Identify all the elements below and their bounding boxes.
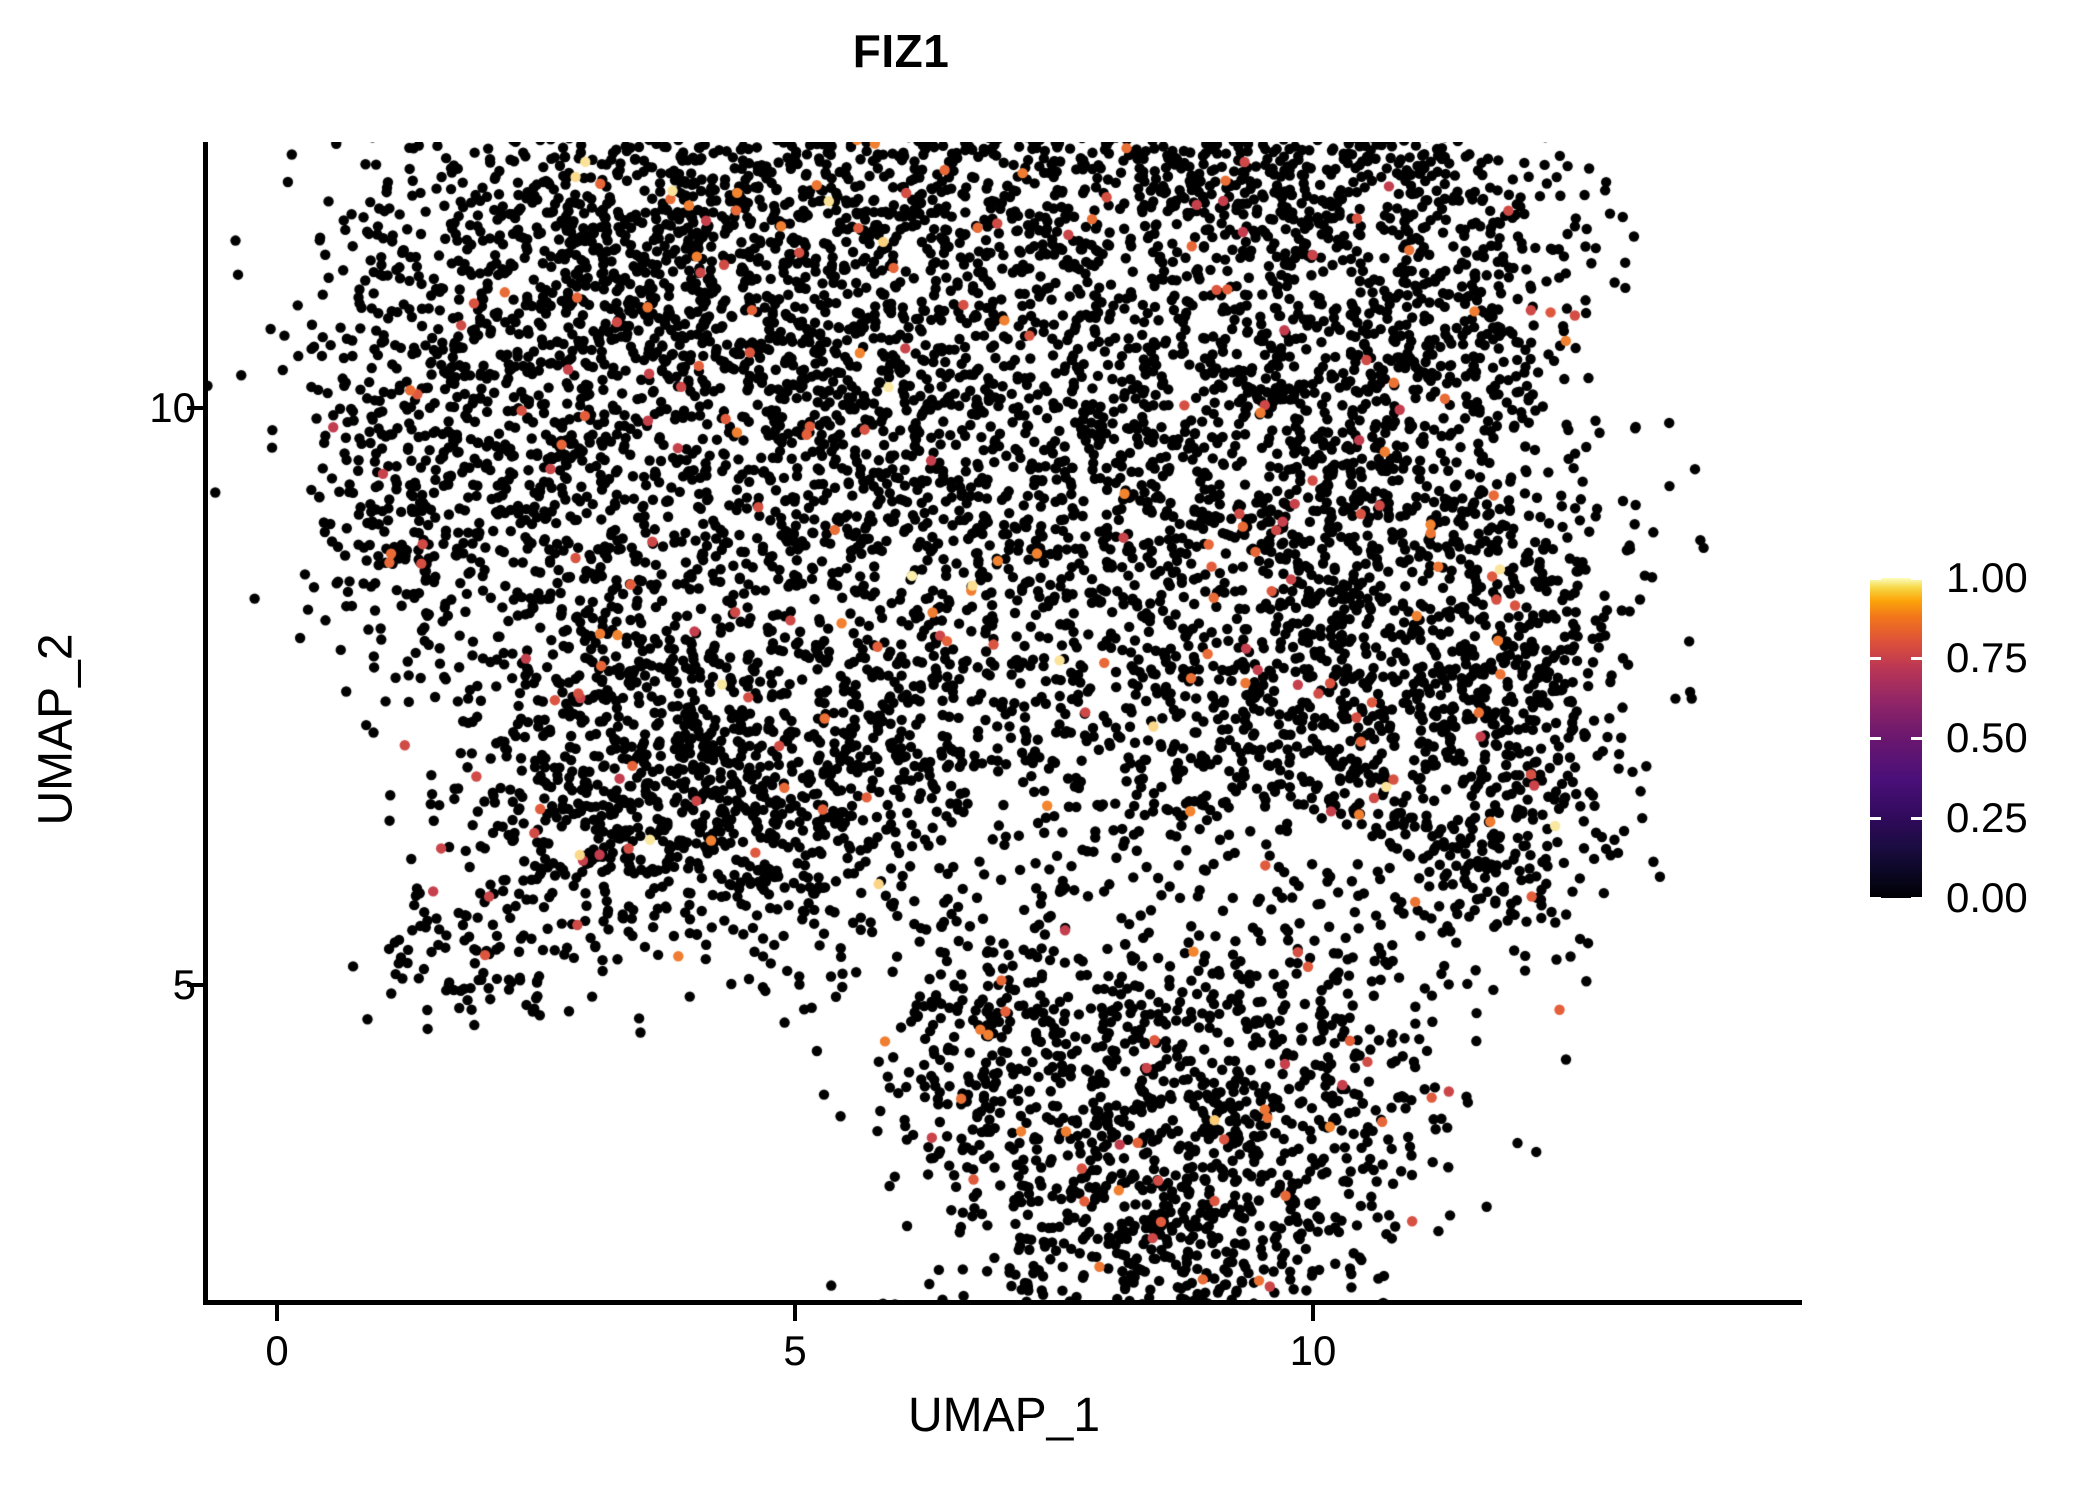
legend-tick-label: 0.00 [1946, 874, 2028, 921]
legend-tick-mark [1870, 736, 1881, 740]
y-tick-label: 5 [172, 961, 196, 1008]
legend-tick-mark [1911, 656, 1922, 660]
x-tick-label: 10 [1289, 1327, 1337, 1374]
page-title: FIZ1 [852, 25, 950, 77]
x-tick-label: 0 [265, 1327, 289, 1374]
x-tick-mark [275, 1305, 279, 1321]
legend-tick-mark [1870, 816, 1881, 820]
legend-tick-mark [1911, 896, 1922, 900]
x-tick-label: 5 [783, 1327, 807, 1374]
scatter-plot-panel [206, 142, 1802, 1302]
legend-tick-label: 0.25 [1946, 794, 2028, 841]
scatter-points-layer [206, 142, 1802, 1302]
y-tick-label: 10 [149, 384, 196, 431]
legend-tick-mark [1870, 576, 1881, 580]
legend-tick-mark [1911, 576, 1922, 580]
legend-tick-mark [1911, 736, 1922, 740]
color-scale-legend: 0.00 0.25 0.50 0.75 1.00 [1870, 554, 2070, 921]
y-tick-mark [187, 406, 203, 410]
legend-tick-mark [1911, 816, 1922, 820]
y-tick-mark [187, 983, 203, 987]
x-axis-title: UMAP_1 [907, 1389, 1101, 1442]
x-tick-mark [1311, 1305, 1315, 1321]
y-axis-title: UMAP_2 [29, 633, 83, 826]
legend-tick-label: 0.50 [1946, 714, 2028, 761]
x-tick-mark [793, 1305, 797, 1321]
legend-tick-label: 1.00 [1946, 554, 2028, 601]
y-axis-line [203, 142, 208, 1305]
x-axis-line [206, 1300, 1802, 1305]
legend-tick-label: 0.75 [1946, 634, 2028, 681]
legend-tick-mark [1870, 656, 1881, 660]
legend-tick-mark [1870, 896, 1881, 900]
